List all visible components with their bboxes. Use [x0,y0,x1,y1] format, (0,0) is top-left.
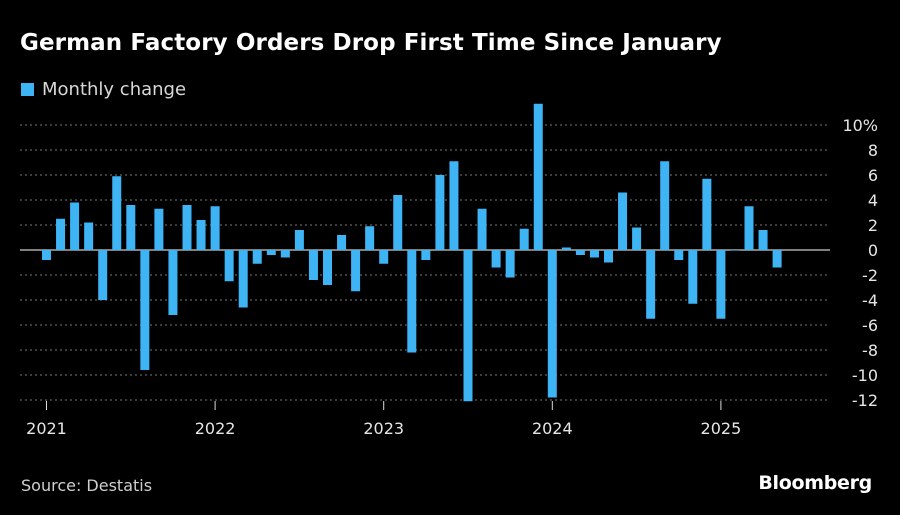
bar [589,250,599,258]
bar [547,250,557,398]
chart-title: German Factory Orders Drop First Time Si… [20,30,722,56]
bar [196,220,206,250]
bar [407,250,417,353]
bar [758,230,768,250]
bar [660,161,670,250]
bar [280,250,290,258]
legend: Monthly change [21,79,186,100]
bar [533,103,543,250]
bar [618,192,628,250]
y-tick-label: 2 [868,216,878,235]
bar [112,176,122,250]
y-tick-label: -6 [862,316,878,335]
bar [294,230,304,250]
bar [210,206,220,250]
bar [477,208,487,250]
bar [252,250,262,264]
x-tick-label: 2022 [195,419,236,438]
bar [379,250,389,264]
y-tick-label: 4 [868,191,878,210]
bar [70,202,80,250]
y-tick-label: 0 [868,241,878,260]
legend-swatch [21,83,34,96]
source-note: Source: Destatis [21,476,153,495]
bar [519,228,529,250]
bar [632,227,642,250]
x-tick-label: 2024 [532,419,573,438]
bar [505,250,515,278]
x-tick-label: 2023 [363,419,404,438]
bar [308,250,318,280]
bar [42,250,51,260]
bar [772,250,782,268]
bar [744,206,754,250]
y-tick-label: 6 [868,166,878,185]
bar [463,250,473,402]
y-tick-label: -4 [862,291,878,310]
bar [323,250,332,285]
bar [154,208,164,250]
bar [688,250,698,304]
bar [449,161,459,250]
y-tick-label: -12 [852,391,878,410]
bar [337,235,347,250]
bar [98,250,108,300]
y-tick-label: -10 [852,366,878,385]
y-tick-label: -2 [862,266,878,285]
bar [84,222,94,250]
bar [351,250,361,292]
bar [716,250,726,319]
bar [140,250,150,370]
y-tick-label: -8 [862,341,878,360]
x-tick-label: 2021 [26,419,67,438]
bar [674,250,684,260]
bar [575,250,585,255]
bars [42,103,782,402]
bar [702,178,712,250]
bar [491,250,501,268]
bar [224,250,234,282]
bar [126,205,136,250]
bloomberg-logo: Bloomberg [758,472,872,494]
bar [421,250,431,260]
bar [266,250,276,255]
legend-label: Monthly change [42,79,187,100]
bar [168,250,178,315]
bar [56,218,66,250]
x-tick-label: 2025 [701,419,742,438]
x-axis-ticks: 2021 2022 2023 2024 2025 [26,401,741,438]
gridlines [20,124,830,401]
y-tick-label: 10% [842,116,878,135]
bar [435,175,445,250]
y-axis-tick-labels: 10% 8 6 4 2 0 -2 -4 -6 -8 -10 -12 [842,116,878,410]
bar [365,226,375,250]
y-tick-label: 8 [868,141,878,160]
bar [604,250,613,263]
bar [393,195,403,250]
bar [238,250,248,308]
bar [730,250,740,251]
bar [561,247,571,250]
bar [646,250,656,319]
bar [182,205,192,250]
